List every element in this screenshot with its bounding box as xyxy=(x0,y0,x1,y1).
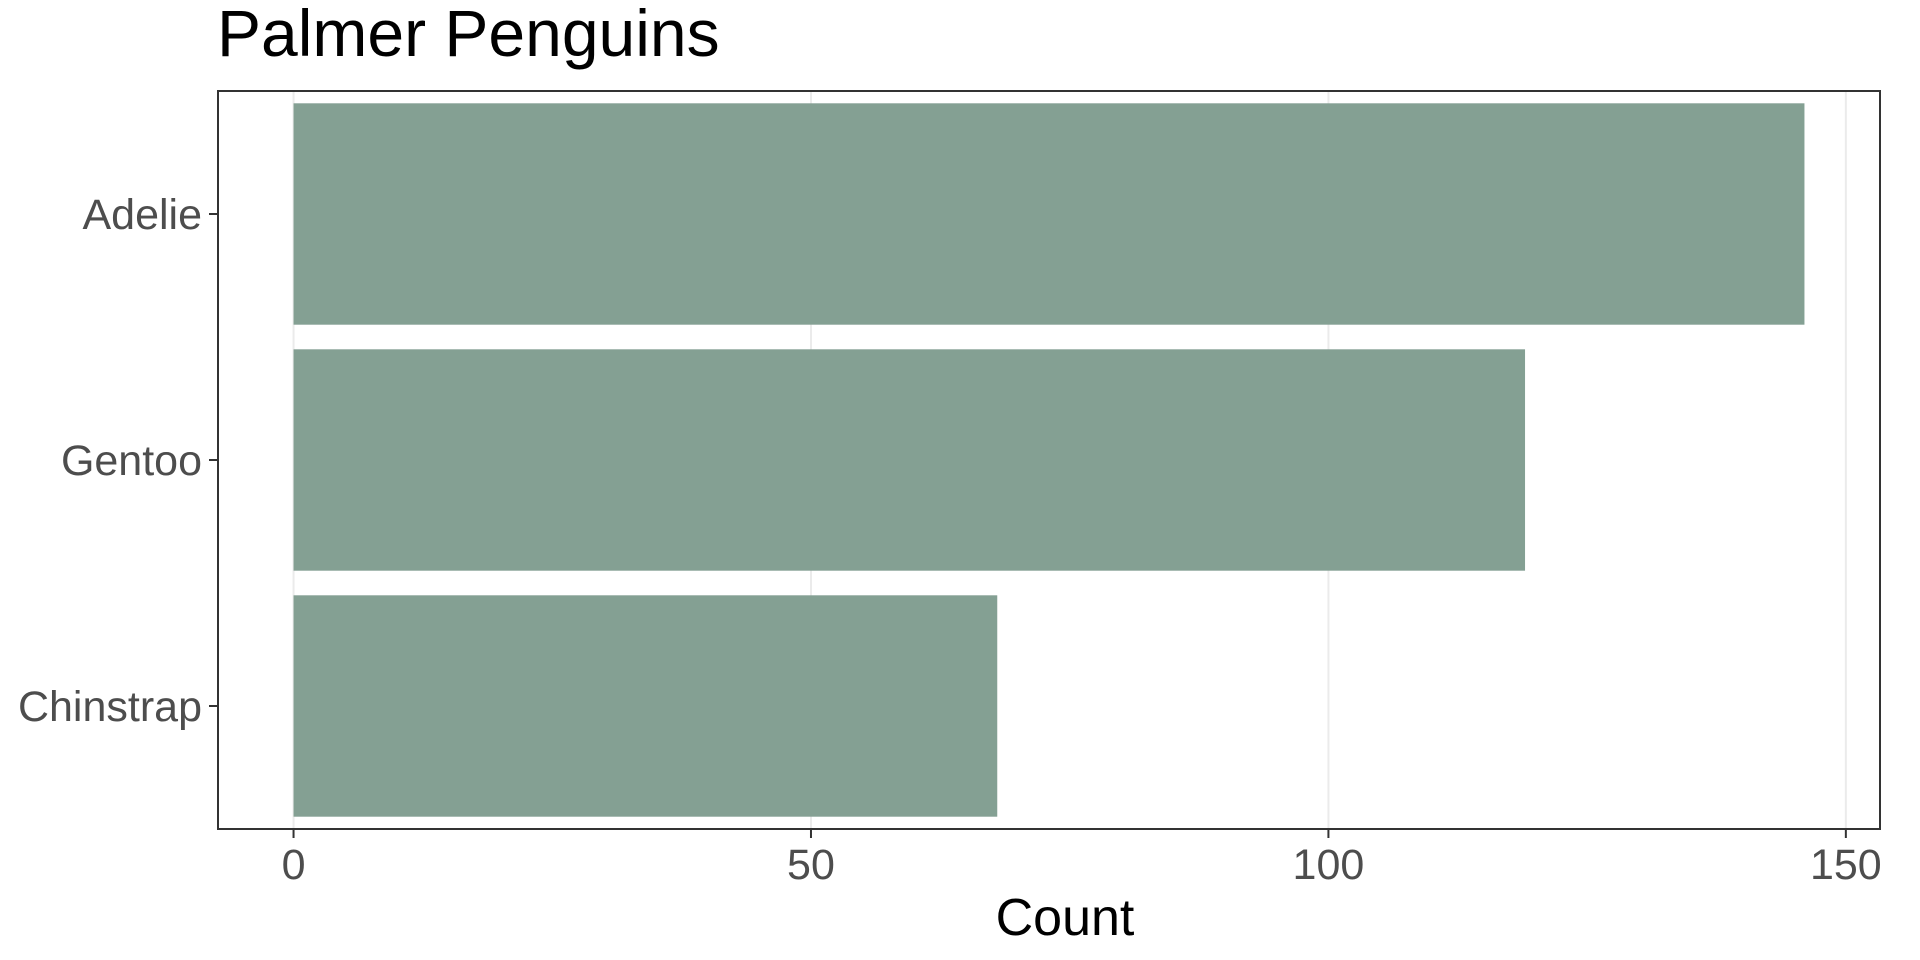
x-tick-label: 50 xyxy=(787,841,835,889)
bar-gentoo xyxy=(293,349,1526,571)
x-tick-label: 0 xyxy=(282,841,306,889)
bar-adelie xyxy=(293,103,1805,325)
x-tick-label: 150 xyxy=(1810,841,1882,889)
chart-title: Palmer Penguins xyxy=(217,0,720,70)
bar-chinstrap xyxy=(293,595,998,817)
x-tick-label: 100 xyxy=(1293,841,1365,889)
y-axis: Adelie Gentoo Chinstrap xyxy=(18,191,218,731)
x-axis-title: Count xyxy=(996,889,1135,947)
y-tick-label: Adelie xyxy=(82,191,202,239)
y-tick-label: Chinstrap xyxy=(18,683,202,731)
bars xyxy=(293,103,1805,817)
x-axis: 0 50 100 150 xyxy=(282,829,1882,889)
y-tick-label: Gentoo xyxy=(61,437,202,485)
